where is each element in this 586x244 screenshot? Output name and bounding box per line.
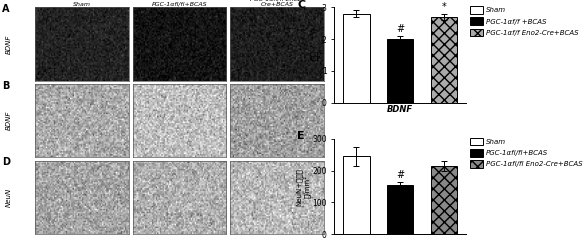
Legend: Sham, PGC-1αf/f +BCAS, PGC-1αf/f Eno2-Cre+BCAS: Sham, PGC-1αf/f +BCAS, PGC-1αf/f Eno2-Cr… (471, 6, 579, 36)
Text: C: C (298, 0, 305, 10)
Title: PGC-1αfl/fl+BCAS: PGC-1αfl/fl+BCAS (152, 2, 207, 7)
Bar (387, 185, 414, 234)
Text: #: # (396, 170, 404, 180)
Text: #: # (396, 24, 404, 34)
X-axis label: BDNF: BDNF (387, 105, 413, 114)
Bar (343, 14, 370, 103)
Bar (343, 156, 370, 234)
Text: A: A (2, 4, 10, 14)
Title: PGC-1αfl/fl Eno2-
Cre+BCAS: PGC-1αfl/fl Eno2- Cre+BCAS (250, 0, 304, 7)
Text: NeuN: NeuN (6, 188, 12, 207)
Legend: Sham, PGC-1αfl/fl+BCAS, PGC-1αfl/fl Eno2-Cre+BCAS: Sham, PGC-1αfl/fl+BCAS, PGC-1αfl/fl Eno2… (471, 138, 583, 168)
Y-axis label: 比値: 比値 (310, 50, 319, 60)
Text: *: * (442, 2, 447, 12)
Text: E: E (298, 131, 305, 141)
Title: Sham: Sham (73, 2, 91, 7)
Bar (431, 166, 458, 234)
Text: BDNF: BDNF (6, 34, 12, 54)
Bar (431, 17, 458, 103)
Bar (387, 39, 414, 103)
Text: BDNF: BDNF (6, 111, 12, 131)
Y-axis label: NeuN+的数量
个/mm²: NeuN+的数量 个/mm² (295, 168, 311, 205)
Text: D: D (2, 157, 11, 167)
Text: B: B (2, 81, 10, 91)
